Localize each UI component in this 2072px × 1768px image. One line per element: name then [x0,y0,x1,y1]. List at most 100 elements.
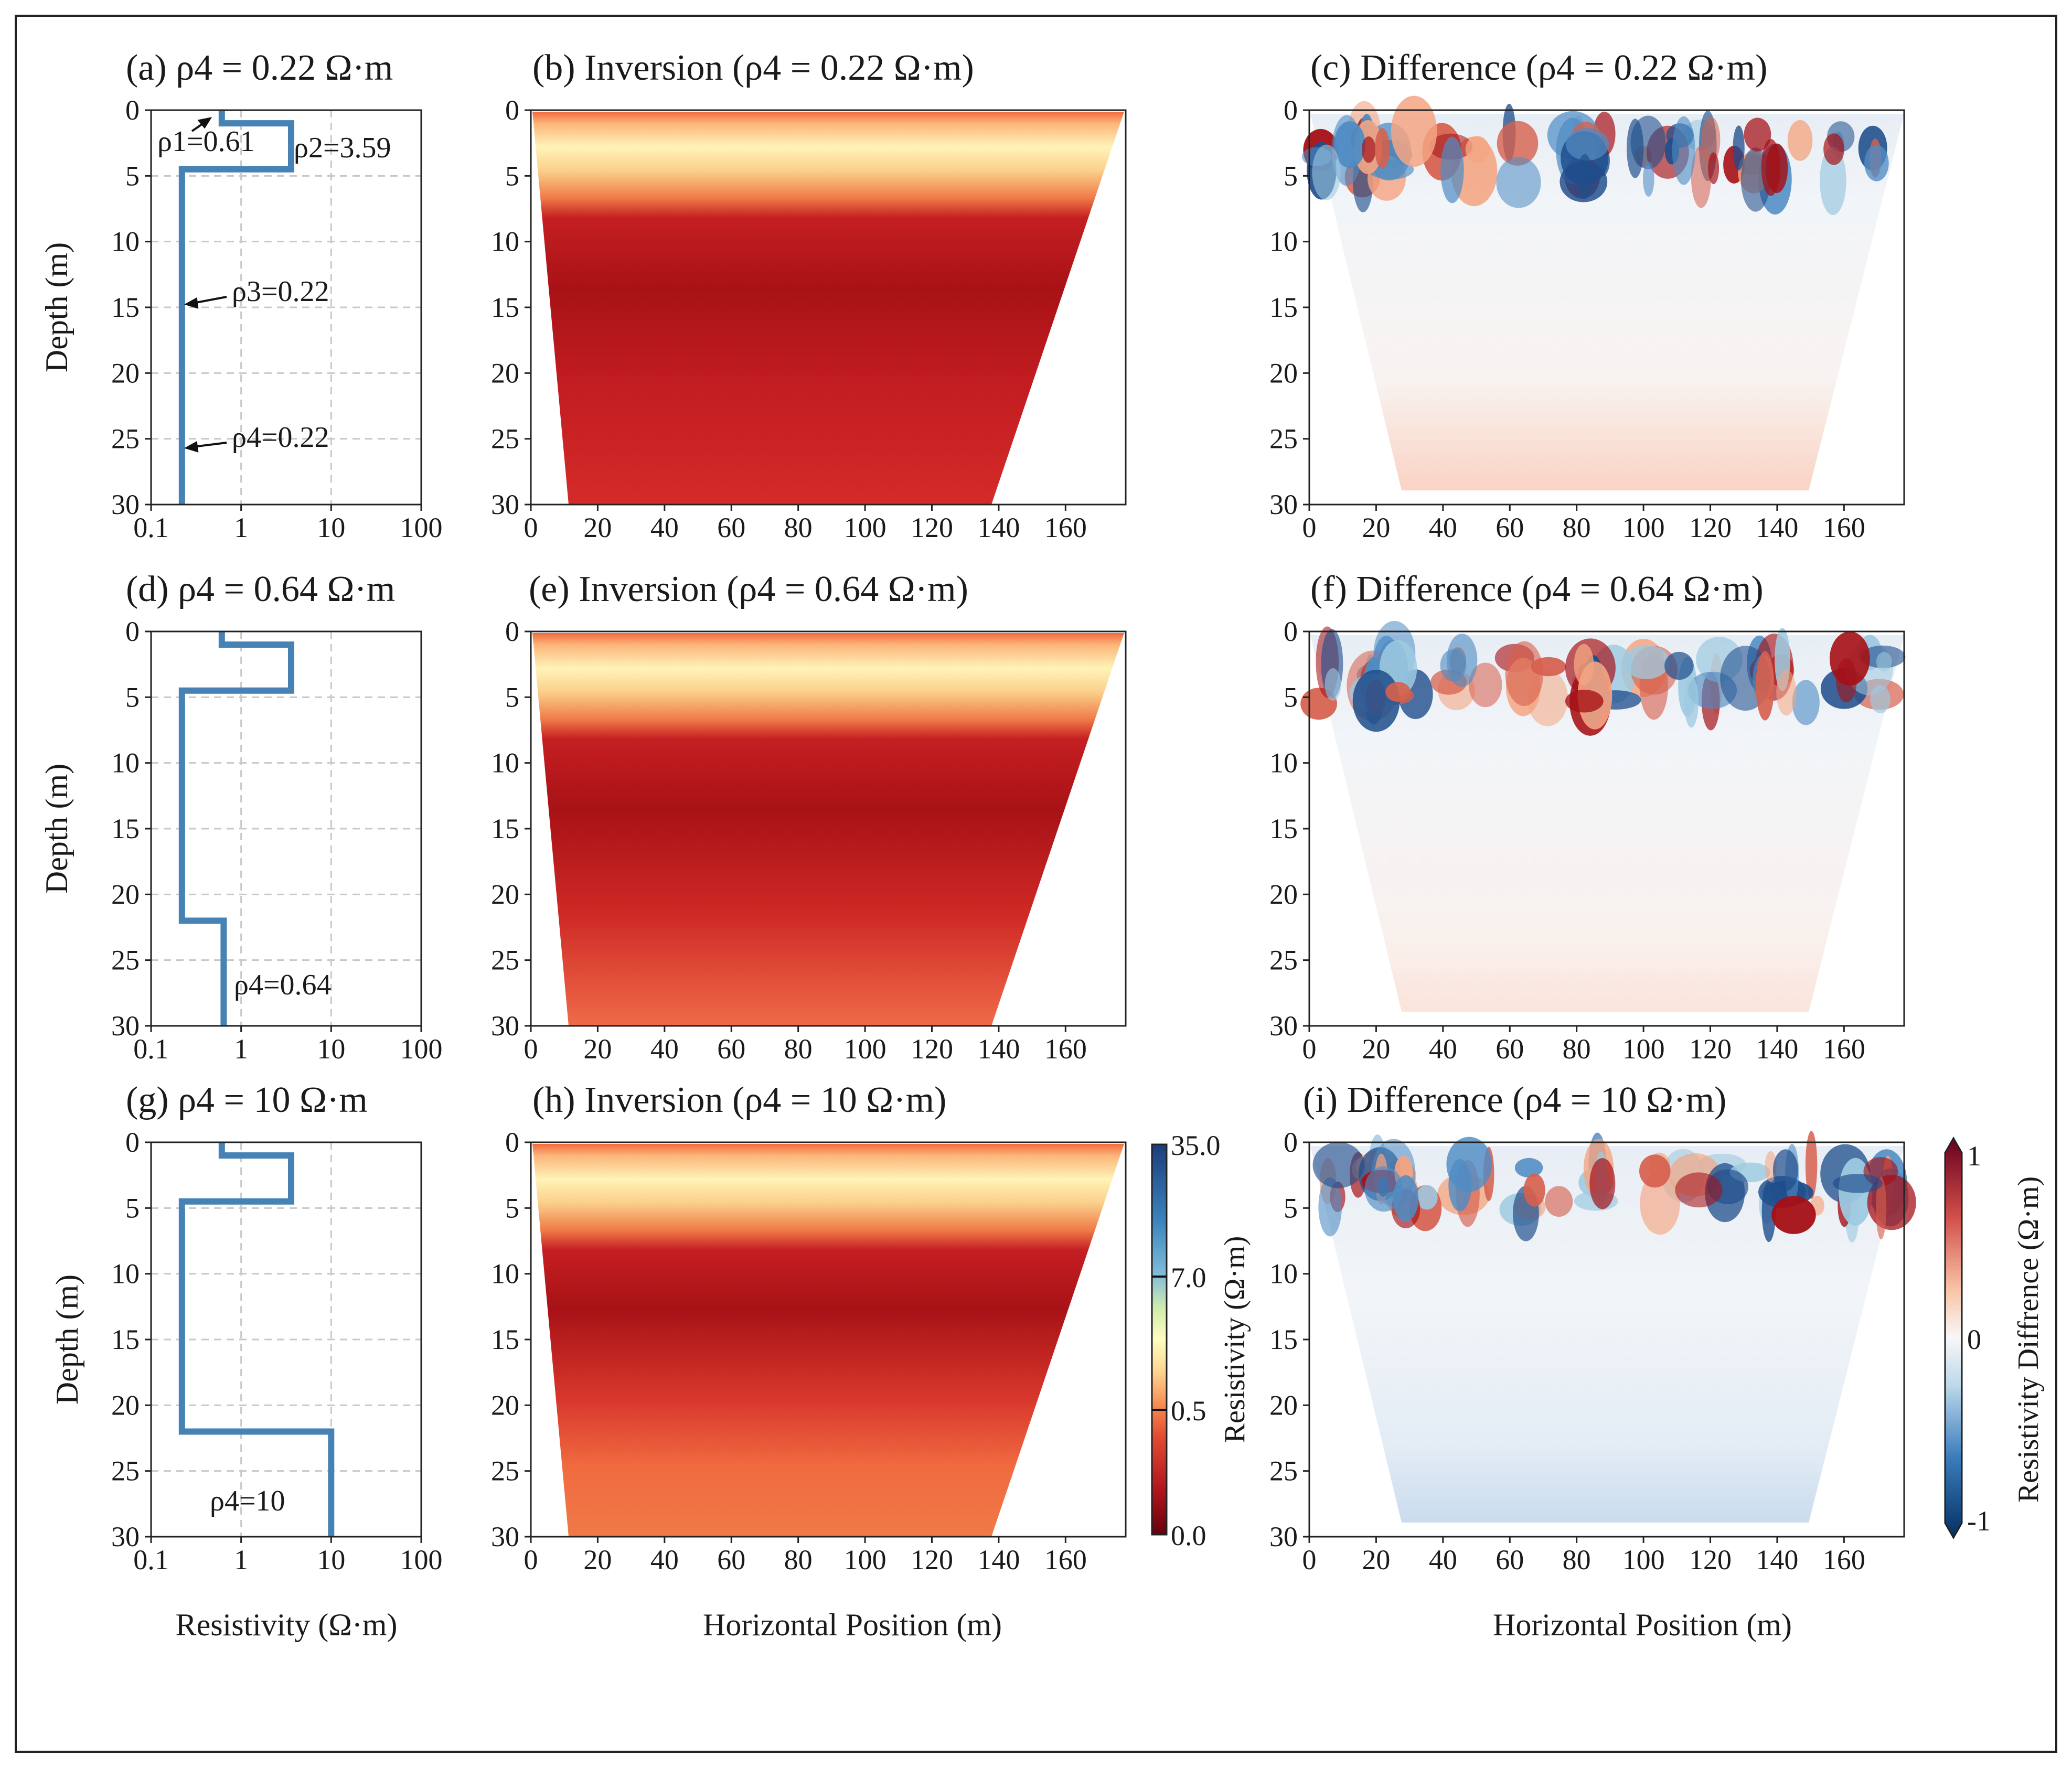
panel-i-anomaly [1318,1177,1342,1237]
panel-i-anomaly [1639,1154,1671,1188]
panel-c-x-tick-label: 60 [1496,512,1524,543]
panel-f-y-tick-label: 25 [1269,945,1298,976]
panel-a-ylabel: Depth (m) [39,242,74,372]
panel-f-anomaly [1325,668,1341,701]
panel-b-inversion-section [532,112,1124,505]
panel-e-y-tick-label: 20 [491,878,519,910]
panel-c-anomaly [1701,116,1721,164]
panel-d-x-tick-label: 100 [400,1033,443,1065]
panel-f-anomaly [1664,651,1694,680]
panel-d-y-tick-label: 25 [111,945,140,976]
panel-d-ylabel: Depth (m) [39,764,74,894]
colorbar-difference-tick: 0 [1967,1324,1981,1355]
panel-g-y-tick-label: 15 [111,1324,140,1355]
panel-e-y-tick-label: 25 [491,945,519,976]
panel-f-x-tick-label: 40 [1429,1033,1457,1065]
panel-e-x-tick-label: 120 [911,1033,953,1065]
panel-b-x-tick-label: 140 [977,512,1020,543]
panel-a-annotation: ρ2=3.59 [294,132,391,164]
panel-e-x-tick-label: 20 [583,1033,612,1065]
panel-b-ticks: 0 20 40 60 80 100 120 140 160 0 5 10 15 20 25 30 [491,94,1087,543]
panel-h-y-tick-label: 20 [491,1389,519,1421]
panel-i-title: (i) Difference (ρ4 = 10 Ω·m) [1303,1080,1726,1120]
panel-i-anomaly [1876,1176,1887,1240]
panel-c-anomaly [1761,138,1780,196]
panel-g-y-tick-label: 5 [125,1192,140,1224]
panel-a-y-tick-label: 10 [111,226,140,258]
panel-f-anomaly [1624,645,1670,679]
panel-a-frame [150,109,422,506]
panel-f-anomaly [1684,676,1699,728]
panel-a-y-tick-label: 15 [111,292,140,323]
panel-d-x-tick-label: 10 [317,1033,345,1065]
panel-i-x-tick-label: 140 [1756,1544,1798,1576]
panel-f-anomaly [1565,690,1604,713]
panel-i-anomaly [1393,1175,1419,1221]
panel-g-title: (g) ρ4 = 10 Ω·m [126,1080,368,1120]
panel-d-profile-line [178,631,294,1026]
panel-c-anomaly [1312,144,1341,200]
panel-c-anomaly [1577,154,1593,199]
panel-i-y-tick-label: 30 [1269,1521,1298,1552]
colorbar-difference-label: Resistivity Diffrence (Ω·m) [2012,1176,2045,1503]
panel-d-y-tick-label: 30 [111,1010,140,1042]
panel-a-x-tick-label: 0.1 [133,512,169,543]
panel-a-annotation: ρ4=0.22 [232,421,329,454]
panel-g-x-tick-label: 0.1 [133,1544,169,1576]
panel-e-x-tick-label: 160 [1044,1033,1087,1065]
panel-c-x-tick-label: 120 [1689,512,1732,543]
panel-a-ticks: 0.1 1 10 100 0 5 10 15 20 25 30 [111,94,443,543]
panel-h-y-tick-label: 30 [491,1521,519,1552]
panel-i-x-tick-label: 0 [1302,1544,1317,1576]
panel-e-x-tick-label: 80 [784,1033,813,1065]
panel-i-y-tick-label: 5 [1284,1192,1298,1224]
panel-f-anomalies [1300,620,1906,736]
panel-f-difference-section [1310,635,1904,1012]
panel-e-y-tick-label: 0 [505,616,519,647]
panel-f-x-tick-label: 20 [1362,1033,1390,1065]
panel-b-x-tick-label: 20 [583,512,612,543]
panel-c-anomaly [1391,95,1437,167]
panel-d-y-tick-label: 20 [111,878,140,910]
panel-e-x-tick-label: 40 [650,1033,679,1065]
panel-g-frame [150,1141,422,1538]
panel-f: (f) Difference (ρ4 = 0.64 Ω·m) 0 20 40 60 80… [1269,569,1906,1065]
panel-f-anomaly [1447,634,1478,687]
panel-b-x-tick-label: 100 [844,512,887,543]
panel-d: (d) ρ4 = 0.64 Ω·m 0.1 1 10 100051015202530 … [39,569,443,1065]
panel-c-anomalies [1301,95,1889,216]
panel-i-anomaly [1761,1181,1776,1242]
panel-i-anomaly [1416,1185,1438,1210]
panel-b-y-tick-label: 10 [491,226,519,258]
panel-d-y-tick-label: 10 [111,747,140,779]
panel-e-inversion-section [532,633,1124,1026]
panel-b-x-tick-label: 120 [911,512,953,543]
panel-i-x-tick-label: 60 [1496,1544,1524,1576]
panel-c-title: (c) Difference (ρ4 = 0.22 Ω·m) [1310,48,1767,88]
panel-i: (i) Difference (ρ4 = 10 Ω·m) 0 20 40 60 80 10… [1269,1080,1916,1576]
panel-h-x-tick-label: 100 [844,1544,887,1576]
panel-e-y-tick-label: 5 [505,681,519,713]
panel-h-x-tick-label: 20 [583,1544,612,1576]
panel-h-y-tick-label: 0 [505,1127,519,1158]
panel-c-y-tick-label: 30 [1269,489,1298,520]
panel-h-x-tick-label: 120 [911,1544,953,1576]
panel-e-title: (e) Inversion (ρ4 = 0.64 Ω·m) [529,569,968,609]
panel-c-anomaly [1691,145,1712,208]
panel-f-anomaly [1468,662,1502,708]
panel-c-anomaly [1496,157,1541,208]
panel-a-y-tick-label: 20 [111,357,140,389]
panel-g-profile-line [178,1142,335,1537]
panel-b-y-tick-label: 0 [505,94,519,126]
panel-h-y-tick-label: 25 [491,1455,519,1487]
axis-label-difference-x: Horizontal Position (m) [1493,1608,1792,1642]
colorbar-resistivity-tick: 7.0 [1171,1262,1206,1293]
colorbar-resistivity-label: Resistivity (Ω·m) [1219,1236,1251,1443]
panel-f-y-tick-label: 30 [1269,1010,1298,1042]
panel-a-x-tick-label: 100 [400,512,443,543]
panel-h-x-tick-label: 0 [524,1544,538,1576]
colorbar-difference-tick: 1 [1967,1140,1981,1172]
panel-f-anomaly [1876,652,1892,672]
panel-i-ticks: 0 20 40 60 80 100 120 140 160 0 5 10 15 20 25 30 [1269,1127,1865,1576]
axis-label-section-x: Horizontal Position (m) [703,1608,1002,1642]
